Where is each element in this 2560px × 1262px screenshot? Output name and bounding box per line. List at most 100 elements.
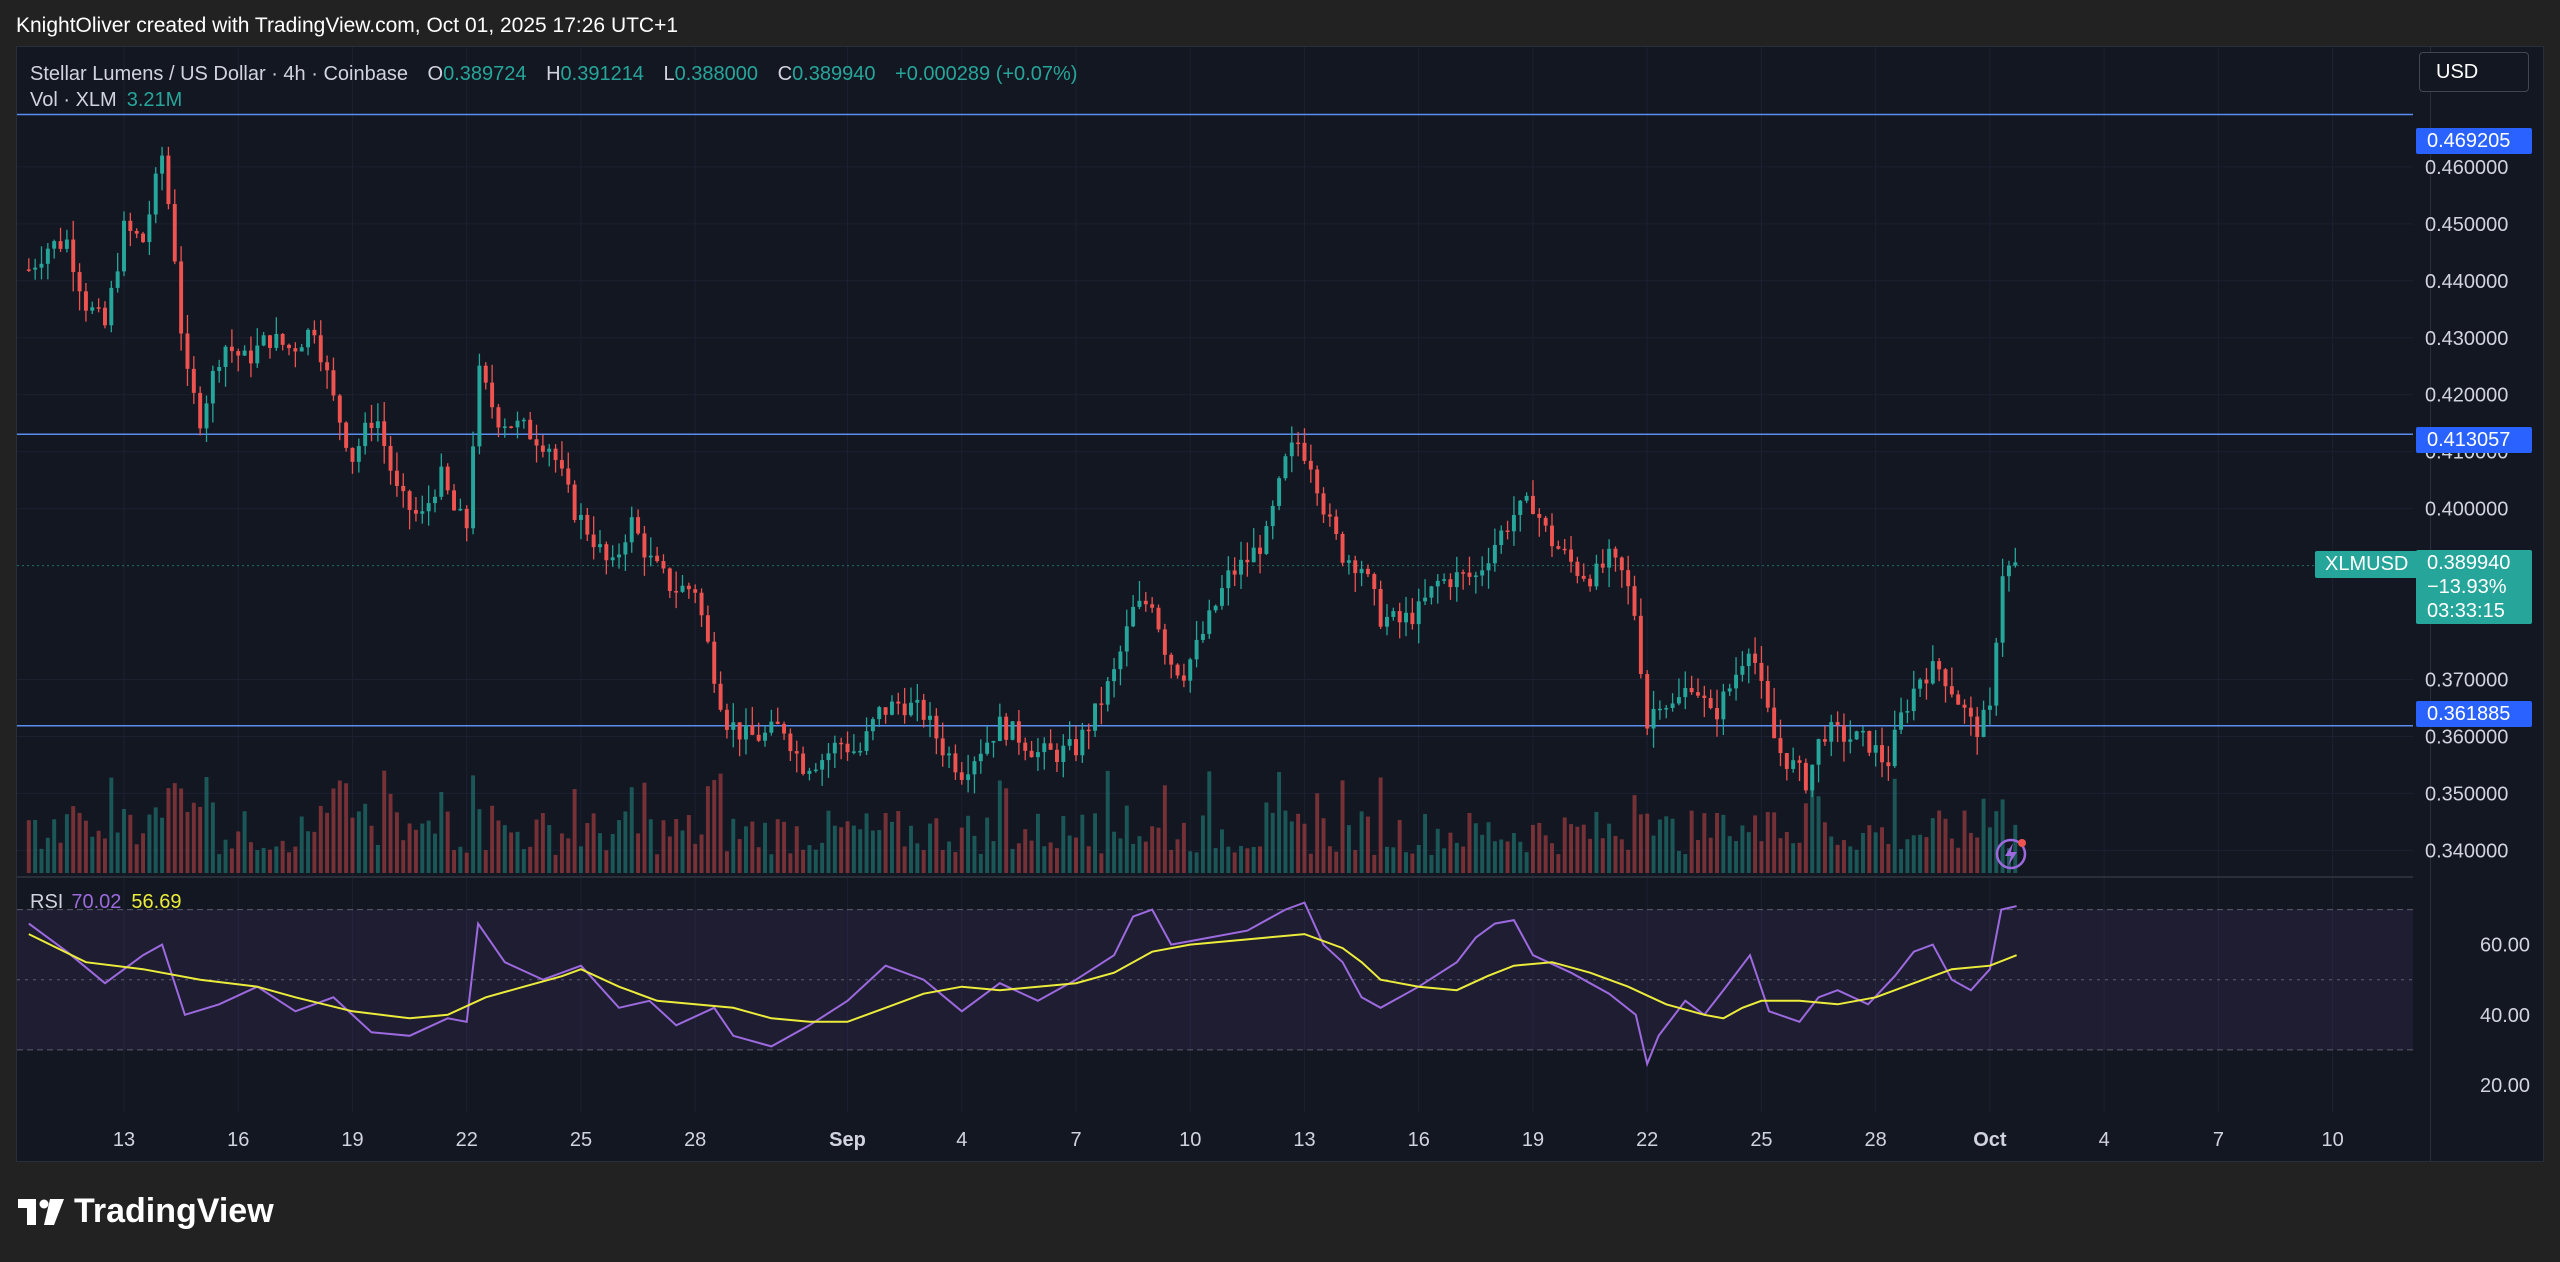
- volume-bar: [1670, 818, 1675, 873]
- candle: [1080, 722, 1085, 763]
- rsi-band-fill: [17, 909, 2413, 1050]
- volume-bar: [77, 812, 82, 873]
- volume-bar: [934, 818, 939, 873]
- volume-bar: [1753, 815, 1758, 873]
- volume-bar: [636, 833, 641, 873]
- volume-bar: [947, 841, 952, 873]
- candle-body: [889, 701, 894, 715]
- volume-bar: [1880, 827, 1884, 873]
- volume-bar: [997, 780, 1002, 873]
- change-value: +0.000289 (+0.07%): [895, 63, 1078, 85]
- chart-panel[interactable]: [16, 46, 2544, 1162]
- volume-bar: [1841, 840, 1846, 873]
- price-axis-label: 0.460000: [2425, 157, 2508, 179]
- volume-bar: [1200, 815, 1205, 873]
- candle-body: [1404, 612, 1408, 623]
- candle: [236, 348, 241, 372]
- candle: [496, 403, 501, 438]
- volume-bar: [1861, 832, 1865, 873]
- volume-bar: [58, 842, 63, 873]
- candle-body: [832, 742, 837, 754]
- candle: [1911, 670, 1916, 721]
- price-level-tag-2[interactable]: 0.413057: [2416, 427, 2532, 453]
- candle-body: [648, 555, 653, 558]
- candle-body: [1029, 750, 1034, 758]
- candle-body: [1632, 586, 1637, 616]
- candle: [344, 421, 349, 452]
- candle-body: [756, 734, 761, 741]
- candle: [642, 525, 647, 576]
- candle: [1004, 713, 1009, 746]
- candle: [1169, 652, 1174, 679]
- volume-legend[interactable]: Vol · XLM 3.21M: [30, 89, 182, 112]
- candle-body: [915, 699, 920, 703]
- volume-bar: [1638, 814, 1643, 873]
- volume-bar: [1835, 844, 1840, 873]
- candle-body: [242, 350, 247, 356]
- candle: [1556, 540, 1561, 550]
- time-axis-label: 16: [227, 1129, 249, 1151]
- volume-bar: [198, 806, 203, 873]
- candle-body: [433, 496, 437, 504]
- volume-bar: [1416, 844, 1421, 873]
- time-axis-label: 22: [456, 1129, 478, 1151]
- candle-body: [1048, 743, 1053, 750]
- volume-bar: [1099, 853, 1104, 873]
- candle-body: [458, 508, 463, 511]
- price-level-tag-1[interactable]: 0.469205: [2416, 128, 2532, 154]
- candle: [452, 484, 456, 511]
- candle: [572, 480, 577, 523]
- volume-bar: [648, 819, 653, 873]
- candle-body: [1105, 681, 1110, 705]
- candle: [1810, 764, 1815, 798]
- candle-body: [566, 468, 571, 485]
- volume-bar: [268, 849, 272, 873]
- time-axis-label: 28: [1865, 1129, 1887, 1151]
- volume-bar: [1759, 841, 1764, 873]
- symbol-legend[interactable]: Stellar Lumens / US Dollar · 4h · Coinba…: [30, 60, 1077, 89]
- candle: [1391, 607, 1396, 621]
- volume-bar: [1975, 837, 1980, 873]
- candle: [1270, 500, 1275, 540]
- volume-bar: [1054, 848, 1059, 873]
- candle-body: [1397, 611, 1402, 623]
- candle-body: [686, 585, 691, 590]
- candle-body: [2006, 565, 2011, 577]
- candle: [33, 258, 38, 280]
- time-axis-label: 19: [341, 1129, 363, 1151]
- time-axis-label: 25: [1750, 1129, 1772, 1151]
- candle-body: [1530, 495, 1535, 514]
- volume-bar: [382, 770, 387, 873]
- candle-body: [1943, 669, 1948, 687]
- currency-button[interactable]: USD: [2419, 52, 2529, 92]
- symbol-price-tag: XLMUSD: [2315, 551, 2419, 578]
- candle-body: [1467, 572, 1472, 577]
- candle: [598, 530, 602, 553]
- volume-bar: [452, 850, 456, 873]
- candle: [1886, 746, 1891, 781]
- volume-bar: [591, 813, 596, 873]
- candle: [242, 345, 247, 357]
- candle: [1657, 700, 1662, 720]
- volume-bar: [870, 830, 875, 873]
- candle-body: [1131, 606, 1136, 627]
- volume-bar: [1232, 852, 1237, 873]
- volume-bar: [1676, 850, 1681, 873]
- price-level-tag-3[interactable]: 0.361885: [2416, 701, 2532, 727]
- candle: [1854, 730, 1859, 740]
- candle-body: [1391, 611, 1396, 617]
- tradingview-logo[interactable]: TradingView: [18, 1192, 274, 1231]
- volume-bar: [1194, 852, 1199, 873]
- volume-bar: [604, 850, 609, 873]
- volume-bar: [274, 846, 279, 873]
- volume-bar: [236, 831, 241, 873]
- symbol-title[interactable]: Stellar Lumens / US Dollar · 4h · Coinba…: [30, 63, 408, 85]
- candle: [1181, 663, 1186, 688]
- candle-body: [610, 557, 615, 561]
- candle-body: [1905, 711, 1910, 713]
- volume-bar: [394, 812, 399, 873]
- rsi-legend[interactable]: RSI 70.02 56.69: [30, 891, 181, 914]
- volume-bar: [1410, 853, 1415, 873]
- candle-body: [268, 335, 272, 348]
